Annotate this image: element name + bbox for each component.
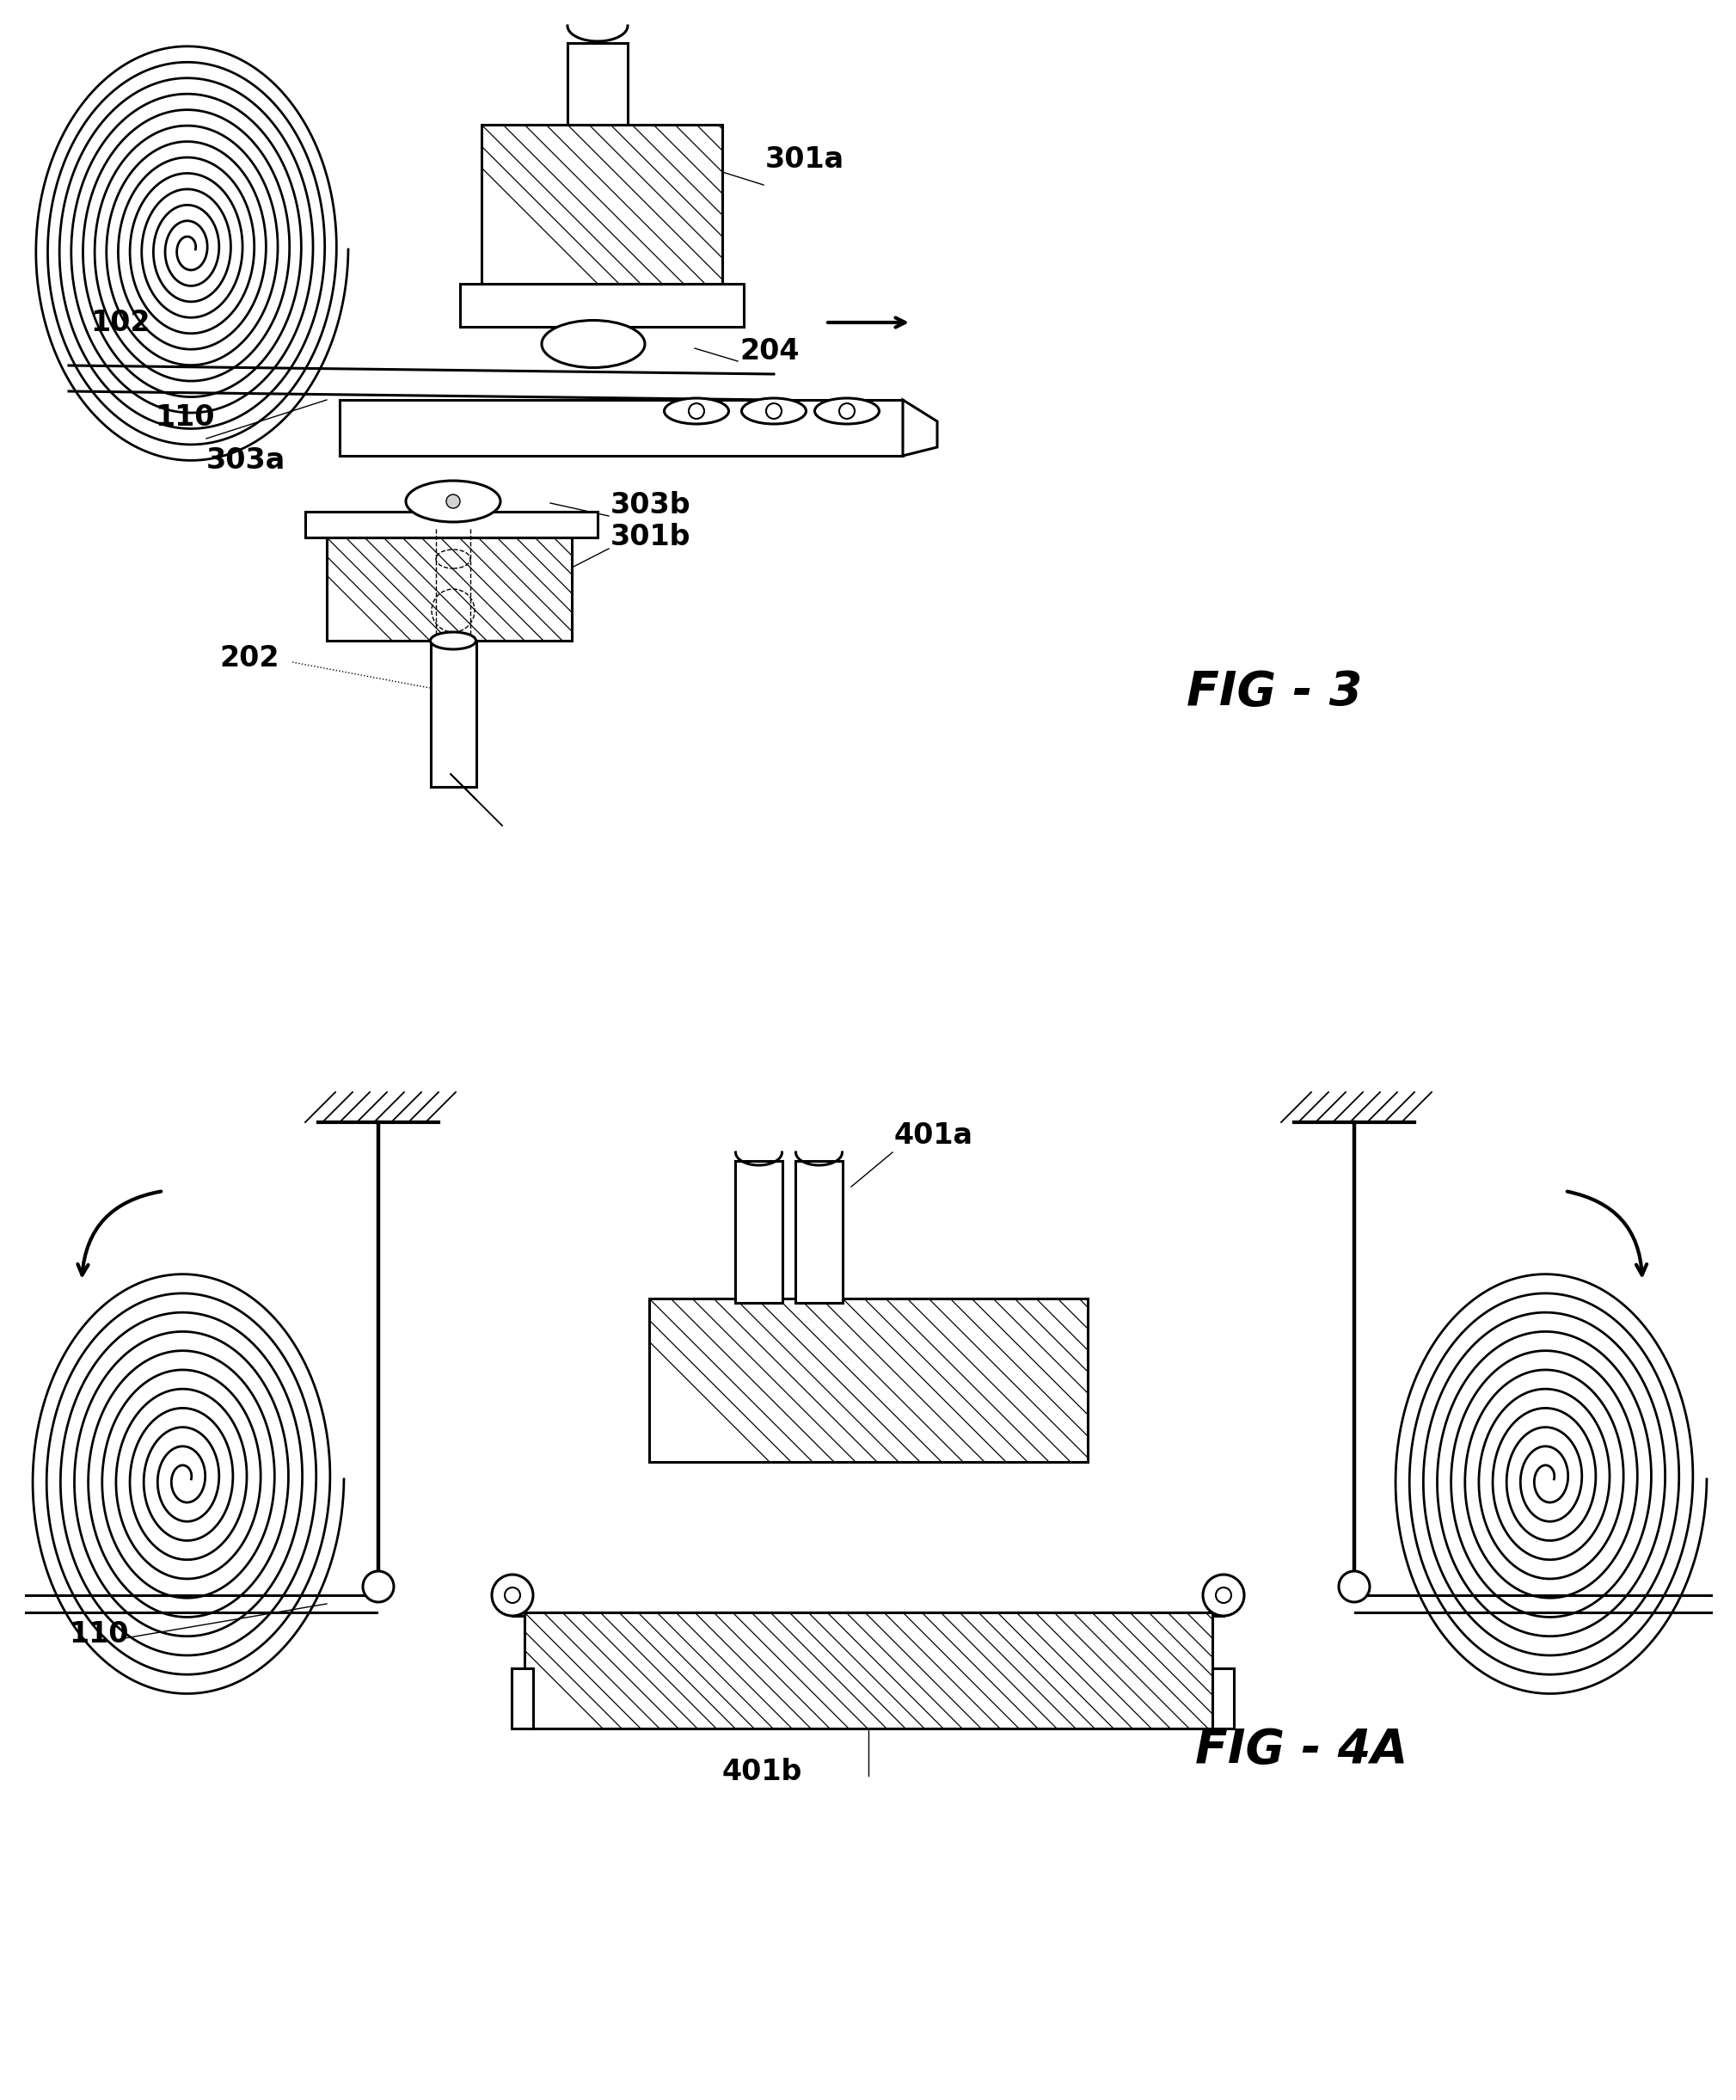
Text: 110: 110 (69, 1619, 128, 1649)
Text: FIG - 4A: FIG - 4A (1194, 1726, 1408, 1772)
Bar (431, 640, 476, 788)
Bar (568, 42, 628, 124)
Circle shape (505, 1588, 521, 1602)
Text: 301a: 301a (766, 145, 844, 174)
Bar (512, 1667, 533, 1728)
Text: 102: 102 (90, 309, 149, 338)
Bar (649, 1298, 1088, 1462)
Circle shape (1338, 1571, 1370, 1602)
Polygon shape (903, 399, 937, 456)
Ellipse shape (665, 399, 729, 424)
Ellipse shape (741, 399, 806, 424)
Circle shape (838, 403, 854, 418)
Text: 401b: 401b (722, 1758, 802, 1787)
Text: 303a: 303a (207, 447, 286, 475)
Text: FIG - 3: FIG - 3 (1187, 670, 1363, 716)
Bar (481, 124, 722, 284)
Bar (306, 512, 597, 538)
Circle shape (1203, 1575, 1245, 1615)
Circle shape (689, 403, 705, 418)
Ellipse shape (406, 481, 500, 523)
Text: 301b: 301b (611, 523, 691, 550)
Bar (340, 399, 903, 456)
Circle shape (766, 403, 781, 418)
Ellipse shape (431, 632, 476, 649)
Text: 110: 110 (155, 403, 215, 433)
Bar (460, 284, 743, 328)
Ellipse shape (542, 321, 644, 368)
Circle shape (491, 1575, 533, 1615)
Bar (795, 1161, 842, 1302)
Bar (524, 1613, 1212, 1728)
Text: 401a: 401a (894, 1121, 974, 1151)
Ellipse shape (814, 399, 878, 424)
Bar (1212, 1667, 1234, 1728)
Bar (326, 538, 571, 640)
Circle shape (1215, 1588, 1231, 1602)
Bar (734, 1161, 783, 1302)
Circle shape (446, 494, 460, 508)
Circle shape (363, 1571, 394, 1602)
Text: 303b: 303b (611, 491, 691, 519)
Text: 204: 204 (740, 338, 799, 365)
Text: 202: 202 (219, 645, 279, 672)
